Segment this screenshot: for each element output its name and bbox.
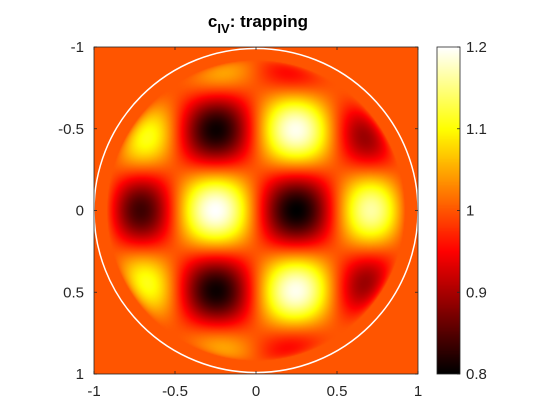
x-tick-label: 1 — [414, 383, 422, 400]
y-axis-ticks: -1 -0.5 0 0.5 1 — [58, 39, 418, 383]
y-tick-label: 1 — [76, 366, 84, 383]
x-tick-label: -1 — [87, 383, 100, 400]
x-tick-label: 0.5 — [327, 383, 348, 400]
y-tick-label: -0.5 — [58, 121, 84, 138]
colorbar-tick-label: 1.2 — [466, 39, 487, 56]
y-tick-label: -1 — [71, 39, 84, 56]
colorbar-tick-label: 1.1 — [466, 121, 487, 138]
plot-area — [93, 46, 419, 375]
x-tick-label: -0.5 — [162, 383, 188, 400]
x-tick-label: 0 — [252, 383, 260, 400]
chart-title-main: c — [208, 12, 217, 31]
x-axis-ticks: -1 -0.5 0 0.5 1 — [87, 47, 422, 400]
chart-title: cIV: trapping — [208, 12, 308, 36]
colorbar-gradient — [437, 47, 460, 374]
colorbar-tick-label: 0.8 — [466, 366, 487, 383]
heatmap-image — [94, 47, 418, 374]
colorbar-tick-label: 1 — [466, 203, 474, 220]
chart-title-suffix: : trapping — [230, 12, 308, 31]
colorbar: 0.8 0.9 1 1.1 1.2 — [436, 39, 487, 383]
chart-title-subscript: IV — [217, 21, 230, 36]
y-tick-label: 0 — [76, 203, 84, 220]
colorbar-ticks: 0.8 0.9 1 1.1 1.2 — [457, 39, 487, 383]
y-tick-label: 0.5 — [63, 284, 84, 301]
colorbar-tick-label: 0.9 — [466, 284, 487, 301]
